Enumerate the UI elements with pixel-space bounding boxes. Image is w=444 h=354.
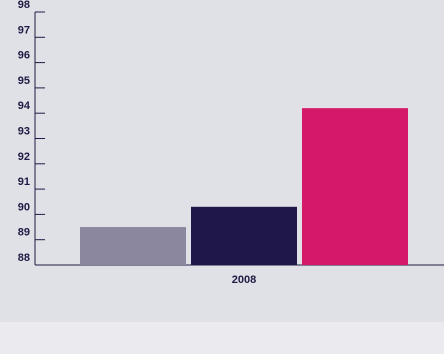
y-tick-label: 98 [18,0,30,11]
y-tick-label: 91 [18,176,30,188]
y-tick-label: 89 [18,227,30,239]
y-tick-label: 88 [18,252,30,264]
x-category-label: 2008 [232,274,256,286]
y-tick-label: 94 [18,100,31,112]
x-axis: 2008 [232,274,256,286]
bars [80,108,408,265]
y-tick-label: 95 [18,75,30,87]
y-tick-label: 92 [18,151,30,163]
bar-series-1 [80,227,186,265]
y-tick-label: 93 [18,126,30,138]
bar-series-3 [302,108,408,265]
y-tick-label: 96 [18,50,30,62]
y-tick-label: 97 [18,24,30,36]
y-tick-label: 90 [18,201,30,213]
bar-series-2 [191,206,297,265]
